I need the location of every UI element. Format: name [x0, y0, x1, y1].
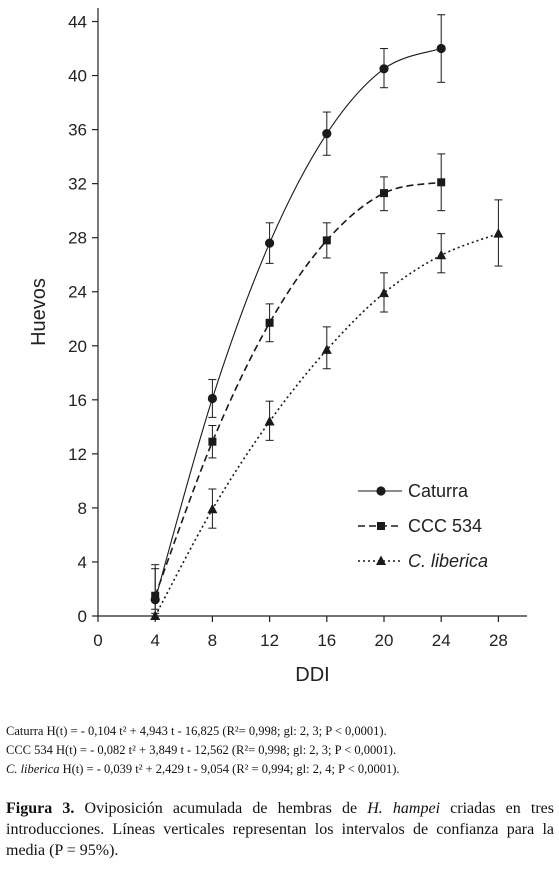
data-point — [321, 344, 332, 354]
y-tick-label: 36 — [68, 121, 87, 140]
x-tick-label: 8 — [208, 631, 217, 650]
data-point — [436, 43, 446, 54]
data-point — [380, 189, 388, 198]
data-point — [150, 610, 161, 620]
caption-text-after: criadas en tres introducciones. Líneas v… — [6, 800, 554, 859]
x-axis-label: DDI — [295, 664, 329, 686]
x-tick-label: 4 — [150, 631, 159, 650]
chart-series — [150, 14, 504, 620]
legend-marker — [376, 555, 386, 565]
chart-legend: Caturra CCC 534 C. liberica — [358, 481, 488, 571]
y-tick-label: 32 — [68, 175, 87, 194]
series-line — [154, 232, 499, 617]
chart-ticks: 0 4 8 12 16 20 24 28 32 36 40 44 0 4 8 12 16 20 24 28 — [68, 13, 508, 650]
data-point — [151, 591, 160, 600]
legend-marker — [377, 522, 385, 530]
y-tick-label: 20 — [68, 337, 87, 356]
data-point — [379, 287, 389, 298]
caption-species: H. hampei — [367, 800, 441, 817]
note-liberica-name: C. liberica — [6, 762, 60, 776]
note-ccc534: CCC 534 H(t) = - 0,082 t² + 3,849 t - 12… — [6, 743, 397, 757]
legend-label: C. liberica — [408, 551, 488, 571]
x-tick-label: 24 — [432, 631, 451, 650]
x-tick-label: 16 — [317, 631, 336, 650]
data-point — [207, 393, 217, 404]
data-point — [437, 178, 446, 187]
legend-label: CCC 534 — [408, 516, 482, 536]
y-tick-label: 12 — [68, 445, 87, 464]
legend-label: Caturra — [408, 481, 469, 501]
legend-marker — [376, 486, 386, 496]
data-point — [265, 318, 274, 327]
y-tick-label: 8 — [78, 499, 87, 518]
figure-caption: Figura 3. Oviposición acumulada de hembr… — [6, 798, 554, 861]
x-tick-label: 0 — [93, 631, 102, 650]
series-1 — [151, 153, 446, 610]
y-tick-label: 28 — [68, 229, 87, 248]
chart-axes — [97, 8, 527, 617]
data-point — [322, 129, 332, 139]
caption-text-before: Oviposición acumulada de hembras de — [74, 800, 368, 817]
y-tick-label: 0 — [78, 607, 87, 626]
y-axis-label: Huevos — [28, 278, 50, 346]
note-caturra: Caturra H(t) = - 0,104 t² + 4,943 t - 16… — [6, 724, 387, 738]
series-2 — [150, 199, 504, 620]
y-tick-label: 4 — [78, 553, 87, 572]
data-point — [436, 249, 447, 260]
data-point — [208, 437, 217, 446]
note-liberica-text: H(t) = - 0,039 t² + 2,429 t - 9,054 (R² … — [59, 762, 400, 776]
series-line — [154, 181, 442, 597]
y-tick-label: 24 — [68, 283, 87, 302]
data-point — [322, 236, 331, 245]
series-line — [154, 48, 442, 600]
y-tick-label: 44 — [68, 13, 87, 32]
data-point — [493, 228, 504, 238]
data-point — [265, 238, 275, 248]
x-tick-label: 28 — [489, 631, 508, 650]
y-tick-label: 16 — [68, 391, 87, 410]
data-point — [207, 503, 218, 514]
data-point — [264, 415, 275, 426]
series-0 — [150, 14, 446, 614]
data-point — [379, 64, 389, 74]
y-tick-label: 40 — [68, 67, 87, 86]
x-tick-label: 12 — [260, 631, 279, 650]
chart: 0 4 8 12 16 20 24 28 32 36 40 44 0 4 8 12 16 20 24 28 Catur… — [28, 8, 527, 686]
figure-label: Figura 3. — [6, 800, 75, 817]
regression-notes: Caturra H(t) = - 0,104 t² + 4,943 t - 16… — [6, 722, 554, 779]
x-tick-label: 20 — [375, 631, 394, 650]
note-liberica: C. liberica H(t) = - 0,039 t² + 2,429 t … — [6, 760, 554, 779]
